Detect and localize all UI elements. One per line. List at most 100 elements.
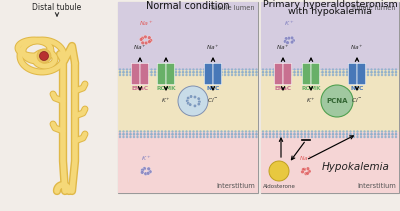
Circle shape bbox=[140, 71, 142, 73]
Bar bbox=[118, 2, 258, 193]
Circle shape bbox=[196, 68, 198, 71]
Text: ROMK: ROMK bbox=[301, 86, 321, 91]
Circle shape bbox=[304, 133, 306, 136]
Circle shape bbox=[342, 71, 345, 74]
Circle shape bbox=[238, 68, 240, 71]
Circle shape bbox=[307, 136, 310, 138]
Circle shape bbox=[245, 68, 247, 71]
Circle shape bbox=[381, 68, 383, 71]
Circle shape bbox=[161, 133, 163, 136]
Circle shape bbox=[290, 136, 292, 138]
Text: K$^+$: K$^+$ bbox=[306, 96, 316, 105]
Circle shape bbox=[171, 74, 174, 76]
Circle shape bbox=[234, 133, 237, 135]
Circle shape bbox=[367, 133, 369, 136]
Circle shape bbox=[304, 136, 306, 138]
Circle shape bbox=[175, 133, 177, 135]
Circle shape bbox=[248, 136, 251, 138]
Circle shape bbox=[210, 133, 212, 135]
Circle shape bbox=[370, 136, 373, 138]
Circle shape bbox=[203, 71, 205, 74]
Circle shape bbox=[388, 71, 390, 74]
Circle shape bbox=[148, 40, 151, 43]
Circle shape bbox=[252, 130, 254, 133]
Circle shape bbox=[325, 136, 327, 138]
Circle shape bbox=[126, 133, 128, 136]
Circle shape bbox=[297, 130, 299, 133]
Circle shape bbox=[374, 133, 376, 135]
Circle shape bbox=[220, 74, 223, 76]
Circle shape bbox=[318, 136, 320, 138]
Circle shape bbox=[300, 133, 303, 135]
Circle shape bbox=[287, 36, 291, 40]
Circle shape bbox=[146, 172, 150, 175]
Circle shape bbox=[196, 71, 198, 73]
Circle shape bbox=[290, 130, 292, 133]
Circle shape bbox=[265, 71, 268, 74]
Circle shape bbox=[129, 130, 132, 133]
Circle shape bbox=[283, 40, 287, 43]
Circle shape bbox=[307, 74, 310, 76]
Circle shape bbox=[178, 136, 181, 138]
Circle shape bbox=[227, 133, 230, 135]
Circle shape bbox=[318, 71, 320, 73]
Circle shape bbox=[231, 71, 233, 73]
Circle shape bbox=[119, 133, 121, 135]
Circle shape bbox=[321, 71, 324, 73]
Circle shape bbox=[143, 130, 146, 133]
Text: K$^+$: K$^+$ bbox=[284, 19, 294, 28]
Circle shape bbox=[213, 71, 216, 74]
Circle shape bbox=[391, 71, 394, 74]
Circle shape bbox=[290, 68, 292, 71]
Circle shape bbox=[185, 71, 188, 73]
Circle shape bbox=[178, 71, 181, 73]
Circle shape bbox=[126, 74, 128, 76]
Circle shape bbox=[276, 130, 278, 133]
Circle shape bbox=[377, 71, 380, 74]
Circle shape bbox=[356, 136, 359, 138]
Circle shape bbox=[307, 130, 310, 133]
Circle shape bbox=[374, 130, 376, 133]
Circle shape bbox=[300, 133, 303, 136]
Circle shape bbox=[122, 74, 125, 76]
Circle shape bbox=[297, 71, 299, 74]
Circle shape bbox=[185, 71, 188, 74]
Circle shape bbox=[171, 71, 174, 74]
Circle shape bbox=[297, 68, 299, 71]
Circle shape bbox=[220, 130, 223, 133]
Circle shape bbox=[119, 71, 121, 73]
Circle shape bbox=[227, 68, 230, 71]
Circle shape bbox=[227, 71, 230, 73]
Text: K$^+$: K$^+$ bbox=[161, 96, 171, 105]
Circle shape bbox=[314, 133, 317, 136]
Circle shape bbox=[360, 133, 362, 136]
Circle shape bbox=[314, 74, 317, 76]
Circle shape bbox=[391, 133, 394, 136]
Circle shape bbox=[185, 68, 188, 71]
Circle shape bbox=[255, 136, 258, 138]
Circle shape bbox=[353, 74, 355, 76]
Circle shape bbox=[335, 74, 338, 76]
Circle shape bbox=[143, 167, 146, 170]
Circle shape bbox=[206, 68, 209, 71]
Circle shape bbox=[384, 130, 387, 133]
Circle shape bbox=[283, 133, 285, 135]
Circle shape bbox=[168, 68, 170, 71]
Circle shape bbox=[363, 71, 366, 74]
Text: ENaC: ENaC bbox=[132, 86, 148, 91]
Circle shape bbox=[161, 71, 163, 73]
Text: ENaC: ENaC bbox=[274, 86, 292, 91]
Circle shape bbox=[391, 136, 394, 138]
Circle shape bbox=[252, 136, 254, 138]
Circle shape bbox=[360, 71, 362, 73]
Circle shape bbox=[40, 51, 48, 61]
Circle shape bbox=[328, 136, 331, 138]
Circle shape bbox=[144, 41, 148, 45]
Circle shape bbox=[304, 130, 306, 133]
Circle shape bbox=[213, 133, 216, 135]
Text: Hypokalemia: Hypokalemia bbox=[322, 162, 390, 172]
Circle shape bbox=[168, 133, 170, 136]
Circle shape bbox=[363, 133, 366, 136]
Circle shape bbox=[185, 130, 188, 133]
Circle shape bbox=[234, 136, 237, 138]
